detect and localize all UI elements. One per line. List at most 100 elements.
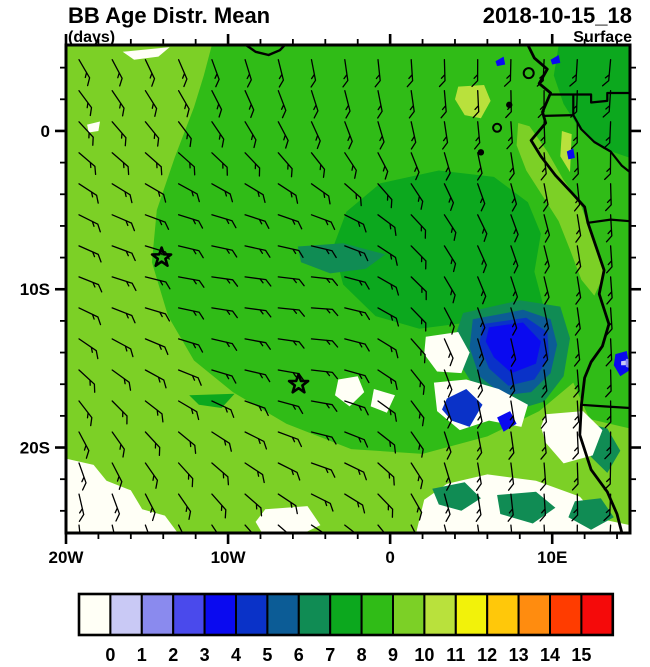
wind-barb [344,431,369,448]
wind-barb [144,152,163,176]
wind-barb [510,307,518,336]
colorbar-label: 7 [325,645,335,665]
wind-barb [575,276,582,305]
colorbar: 0 1 2 3 4 5 6 7 8 9 10 11 12 13 14 15 [77,592,615,665]
plot-title: BB Age Distr. Mean [68,3,270,28]
wind-barb [606,245,613,274]
wind-barb [211,121,225,148]
island-outline [492,122,503,133]
wind-barb [377,152,389,180]
wind-barb [111,431,125,458]
wind-barb [605,338,613,367]
wind-barb [344,338,370,352]
wind-barb [377,369,398,391]
colorbar-label: 10 [414,645,434,665]
wind-barb [570,90,578,118]
wind-barb [472,90,480,119]
colorbar-label: 15 [571,645,591,665]
wind-barb [536,59,545,87]
wind-barb [443,276,456,304]
wind-barb [177,245,204,259]
wind-barb [603,121,612,149]
wind-barb [111,369,132,391]
wind-barb [244,400,269,417]
wind-barb [177,369,202,386]
wind-barb [177,214,204,229]
wind-barb [78,214,101,233]
wind-barb [377,276,400,296]
wind-barb [377,431,397,454]
wind-barb [543,245,550,274]
contour-region-age-10-11-patch-b [560,131,572,173]
wind-barb [540,400,548,429]
wind-barb [310,400,338,412]
wind-barb [505,90,512,119]
wind-barb [177,121,192,148]
wind-barb [605,214,613,243]
wind-barb [410,276,427,301]
wind-barb [410,183,424,210]
colorbar-cell [423,593,457,636]
wind-barb [144,307,171,322]
wind-barb [211,431,232,452]
wind-barb [601,59,612,87]
wind-barb [177,462,194,488]
x-axis-label: 10W [211,548,247,567]
wind-barb [177,524,184,533]
wind-barb [244,59,252,88]
wind-barb [475,493,482,522]
wind-barb [443,524,448,533]
wind-barb [211,276,239,287]
wind-barb [277,462,301,481]
wind-barb [78,338,99,360]
wind-barb [443,462,452,491]
wind-barb [572,400,580,429]
wind-barb [244,431,268,450]
wind-barb [508,152,515,181]
colorbar-cell [580,593,614,636]
wind-barb [277,152,293,178]
wind-barb [604,431,612,460]
wind-barb [244,462,265,484]
wind-barb [443,214,457,241]
axis-ticks [55,34,641,544]
wind-barb [310,152,326,178]
wind-barb [477,183,486,212]
colorbar-label: 5 [262,645,272,665]
wind-barb [573,183,581,212]
colorbar-cell [266,593,300,636]
wind-barb [344,121,353,150]
wind-barb [443,400,453,429]
wind-barb [310,245,337,259]
wind-barb [310,276,339,287]
wind-barb [111,338,134,358]
x-axis-label: 20W [49,548,85,567]
wind-barb [78,431,90,459]
wind-barb [78,183,99,204]
wind-barb [507,462,515,491]
wind-barb [443,307,455,335]
colorbar-cell [78,593,112,636]
wind-barb [510,276,519,305]
wind-barb [539,493,547,522]
contour-region-age-3-4-speck-c [566,148,575,160]
wind-barb [603,493,612,522]
wind-barb [344,152,357,179]
contour-region-age-3-4-frag [497,411,517,432]
wind-barb [541,369,548,398]
wind-barb [310,462,336,478]
wind-barb [510,245,519,274]
wind-barb [144,121,160,147]
wind-barb [574,307,581,336]
plot-date: 2018-10-15_18 [483,3,632,28]
map-clipped-content [66,45,630,533]
wind-barb [111,307,136,324]
wind-barb [508,400,515,429]
colorbar-label: 2 [168,645,178,665]
wind-barb [111,59,123,87]
wind-barb [542,338,549,367]
colorbar-label: 6 [294,645,304,665]
wind-barb [78,245,102,263]
wind-barb [78,59,91,87]
contour-region-age-3-4-speck-a [495,56,506,67]
